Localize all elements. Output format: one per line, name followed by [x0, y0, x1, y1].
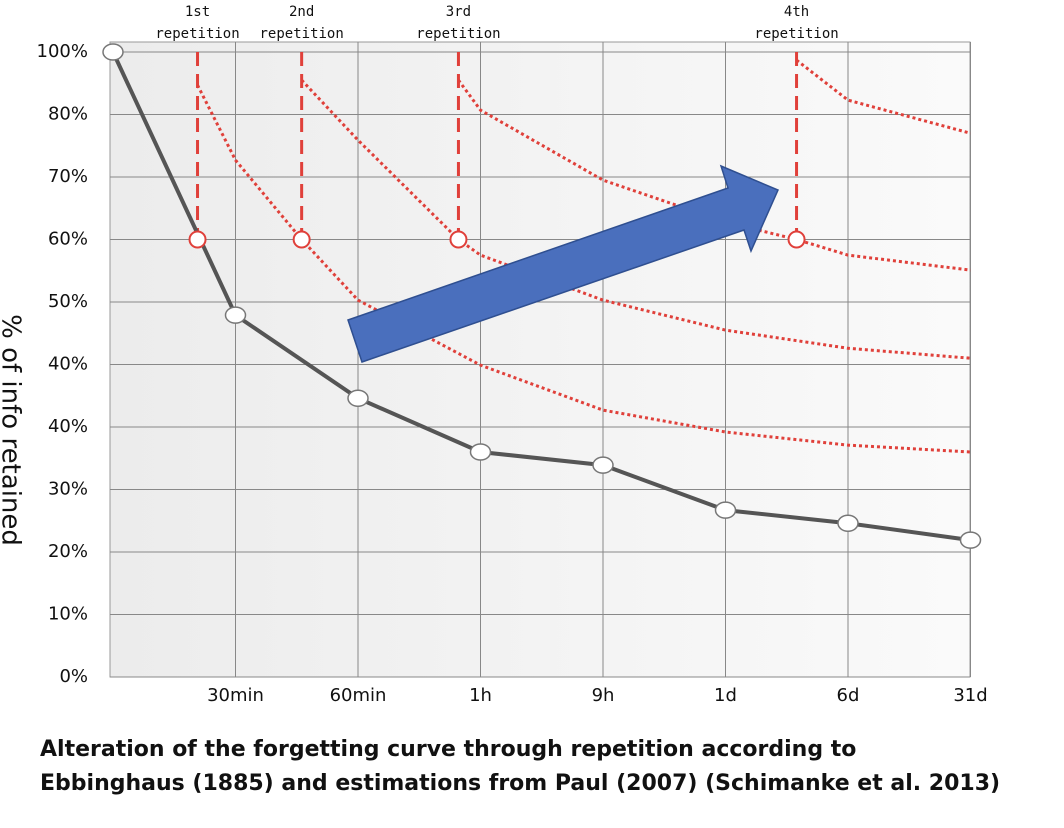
y-tick-label: 60% — [48, 229, 88, 250]
data-point — [714, 501, 737, 519]
data-point — [469, 443, 492, 461]
trend-arrow — [347, 164, 779, 363]
repetition-point — [787, 230, 806, 249]
plot-area — [109, 41, 971, 678]
x-tick-label: 60min — [330, 685, 387, 706]
data-point — [224, 306, 247, 324]
y-tick-label: 30% — [48, 479, 88, 500]
data-point — [102, 43, 124, 61]
y-tick-label: 20% — [48, 541, 88, 562]
y-tick-label: 50% — [48, 291, 88, 312]
x-tick-label: 1d — [714, 685, 737, 706]
x-tick-label: 6d — [837, 685, 860, 706]
repetition-label: repetition — [155, 26, 239, 42]
data-point — [837, 514, 859, 532]
data-point — [347, 389, 369, 407]
repetition-point — [188, 230, 207, 249]
data-point — [592, 456, 614, 474]
repetition-label: repetition — [754, 26, 838, 42]
y-tick-label: 40% — [48, 354, 88, 375]
forgetting-curve — [111, 51, 971, 543]
retention-curve — [196, 84, 971, 454]
repetition-label: 3rd — [446, 4, 471, 20]
repetition-point — [292, 230, 311, 249]
data-point — [959, 531, 982, 549]
y-tick-label: 10% — [48, 604, 88, 625]
y-tick-label: 0% — [59, 666, 88, 687]
x-tick-label: 30min — [207, 685, 264, 706]
y-tick-label: 100% — [37, 41, 88, 62]
y-tick-label: 80% — [48, 104, 88, 125]
caption-line: Ebbinghaus (1885) and estimations from P… — [40, 771, 1000, 796]
repetition-point — [449, 230, 468, 249]
repetition-label: 4th — [784, 4, 809, 20]
x-tick-label: 9h — [592, 685, 615, 706]
x-tick-label: 1h — [469, 685, 492, 706]
y-axis-title: % of info retained — [0, 314, 26, 546]
x-tick-label: 31d — [953, 685, 987, 706]
repetition-label: 2nd — [289, 4, 314, 20]
y-tick-label: 70% — [48, 166, 88, 187]
repetition-label: 1st — [185, 4, 210, 20]
repetition-label: repetition — [260, 26, 344, 42]
caption-line: Alteration of the forgetting curve throu… — [40, 737, 856, 762]
y-tick-label: 40% — [48, 416, 88, 437]
repetition-label: repetition — [416, 26, 500, 42]
